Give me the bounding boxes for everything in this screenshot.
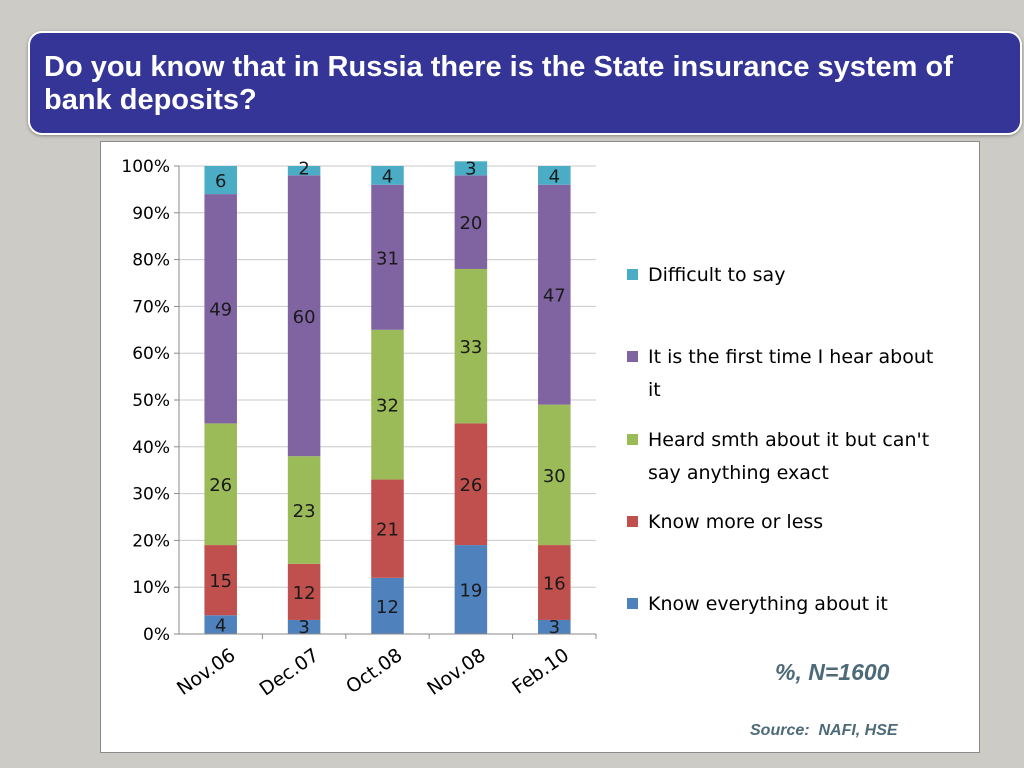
bar-segment xyxy=(287,456,321,564)
sample-note: %, N=1600 xyxy=(775,659,890,685)
bar-segment xyxy=(538,404,571,546)
bar-segment xyxy=(454,175,488,269)
legend-swatch xyxy=(627,351,638,362)
bar-segment xyxy=(538,619,571,634)
legend-swatch xyxy=(627,434,638,445)
legend-label: Heard smth about it but can't xyxy=(648,429,929,451)
data-label: 4 xyxy=(549,166,560,187)
bar-segment xyxy=(538,166,571,185)
bar-segment xyxy=(371,577,404,634)
bar-segment xyxy=(204,166,237,195)
data-label: 4 xyxy=(215,616,226,637)
y-tick-label: 40% xyxy=(132,438,170,458)
legend-label: Know more or less xyxy=(648,511,823,533)
page-title: Do you know that in Russia there is the … xyxy=(44,51,953,116)
data-label: 32 xyxy=(376,396,399,417)
x-tick-label: Nov.06 xyxy=(173,644,240,700)
data-label: 30 xyxy=(543,466,566,487)
data-label: 4 xyxy=(382,166,393,187)
data-label: 3 xyxy=(465,158,476,179)
data-label: 6 xyxy=(215,171,226,192)
data-label: 2 xyxy=(298,158,309,179)
data-label: 47 xyxy=(543,286,566,307)
legend-swatch xyxy=(627,598,638,609)
stacked-bar-chart: 4152649631223602122132314192633203316304… xyxy=(121,157,933,701)
bar-segment xyxy=(454,423,488,546)
bar-segment xyxy=(204,545,237,616)
legend-swatch xyxy=(627,516,638,527)
data-label: 60 xyxy=(293,307,316,328)
data-label: 19 xyxy=(459,581,482,602)
bar-segment xyxy=(371,166,404,185)
bar-segment xyxy=(371,479,404,578)
x-tick-label: Oct.08 xyxy=(342,644,406,698)
bar-segment xyxy=(204,194,237,424)
y-tick-label: 30% xyxy=(132,485,170,505)
data-label: 49 xyxy=(209,300,232,321)
axes: 0% 10% 20% 30% 40% 50% 60% 70% 80% 90% 100% Nov.06 D… xyxy=(121,157,597,701)
legend: Difficult to say It is the first time I h… xyxy=(627,264,933,615)
legend-swatch xyxy=(627,269,638,280)
bar-segment xyxy=(204,423,237,546)
bar-segment xyxy=(287,175,321,457)
legend-label: It is the first time I hear about xyxy=(648,346,933,368)
data-label: 12 xyxy=(293,583,316,604)
bar-segment xyxy=(454,545,488,634)
data-label: 20 xyxy=(459,213,482,234)
data-label: 3 xyxy=(549,617,560,638)
bar-segment xyxy=(454,161,488,176)
y-tick-label: 90% xyxy=(132,204,170,224)
legend-label: Know everything about it xyxy=(648,593,888,615)
bar-segment xyxy=(287,166,321,176)
chart-panel: 4 15 26 49 6 3 12 23 60 2 12 21 32 31 4 19 26 33 20 3 3 16 30 4… xyxy=(100,141,980,753)
legend-label: Difficult to say xyxy=(648,264,785,286)
bar-segment xyxy=(204,615,237,634)
y-tick-label: 20% xyxy=(132,531,170,551)
data-label: 12 xyxy=(376,597,399,618)
data-label: 26 xyxy=(459,475,482,496)
data-label: 21 xyxy=(376,520,399,541)
bar-segment xyxy=(538,545,571,620)
x-tick-label: Nov.08 xyxy=(423,644,490,700)
y-tick-label: 0% xyxy=(143,625,170,645)
y-tick-label: 100% xyxy=(121,157,170,177)
bar-segment xyxy=(287,563,321,620)
y-tick-label: 70% xyxy=(132,297,170,317)
legend-label: say anything exact xyxy=(648,462,829,484)
source-note: Source: NAFI, HSE xyxy=(750,722,898,739)
data-label: 26 xyxy=(209,475,232,496)
title-banner: Do you know that in Russia there is the … xyxy=(28,31,1022,135)
data-label: 33 xyxy=(459,337,482,358)
data-label: 23 xyxy=(293,501,316,522)
bar-segment xyxy=(538,184,571,405)
y-tick-label: 60% xyxy=(132,344,170,364)
y-tick-label: 80% xyxy=(132,251,170,271)
data-label: 3 xyxy=(298,617,309,638)
data-label: 16 xyxy=(543,574,566,595)
bar-segment xyxy=(371,329,404,480)
data-label: 31 xyxy=(376,248,399,269)
legend-label: it xyxy=(648,379,661,401)
bar-segments: 4152649631223602122132314192633203316304… xyxy=(204,158,571,638)
y-tick-label: 50% xyxy=(132,391,170,411)
bar-segment xyxy=(371,184,404,330)
data-label: 15 xyxy=(209,571,232,592)
y-tick-label: 10% xyxy=(132,578,170,598)
x-tick-label: Dec.07 xyxy=(255,644,322,700)
bar-segment xyxy=(454,268,488,424)
x-tick-label: Feb.10 xyxy=(508,644,573,699)
bar-segment xyxy=(287,619,321,634)
